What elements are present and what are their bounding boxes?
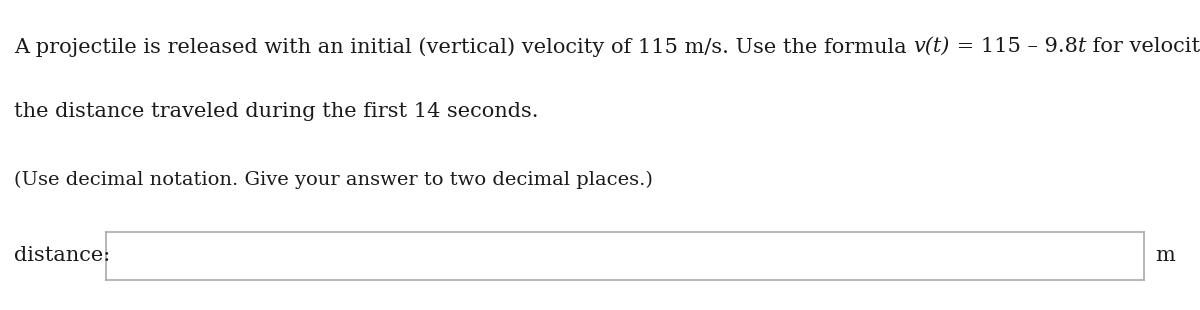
Text: the distance traveled during the first 14 seconds.: the distance traveled during the first 1… xyxy=(14,102,539,121)
Text: (Use decimal notation. Give your answer to two decimal places.): (Use decimal notation. Give your answer … xyxy=(14,170,653,189)
Text: distance:: distance: xyxy=(14,246,110,265)
Text: v(t): v(t) xyxy=(913,37,950,56)
Text: for velocity to determine: for velocity to determine xyxy=(1086,37,1200,56)
Text: m: m xyxy=(1156,246,1176,265)
Text: A projectile is released with an initial (vertical) velocity of 115 m/s. Use the: A projectile is released with an initial… xyxy=(14,37,913,57)
Text: = 115 – 9.8: = 115 – 9.8 xyxy=(950,37,1078,56)
Text: t: t xyxy=(1078,37,1086,56)
